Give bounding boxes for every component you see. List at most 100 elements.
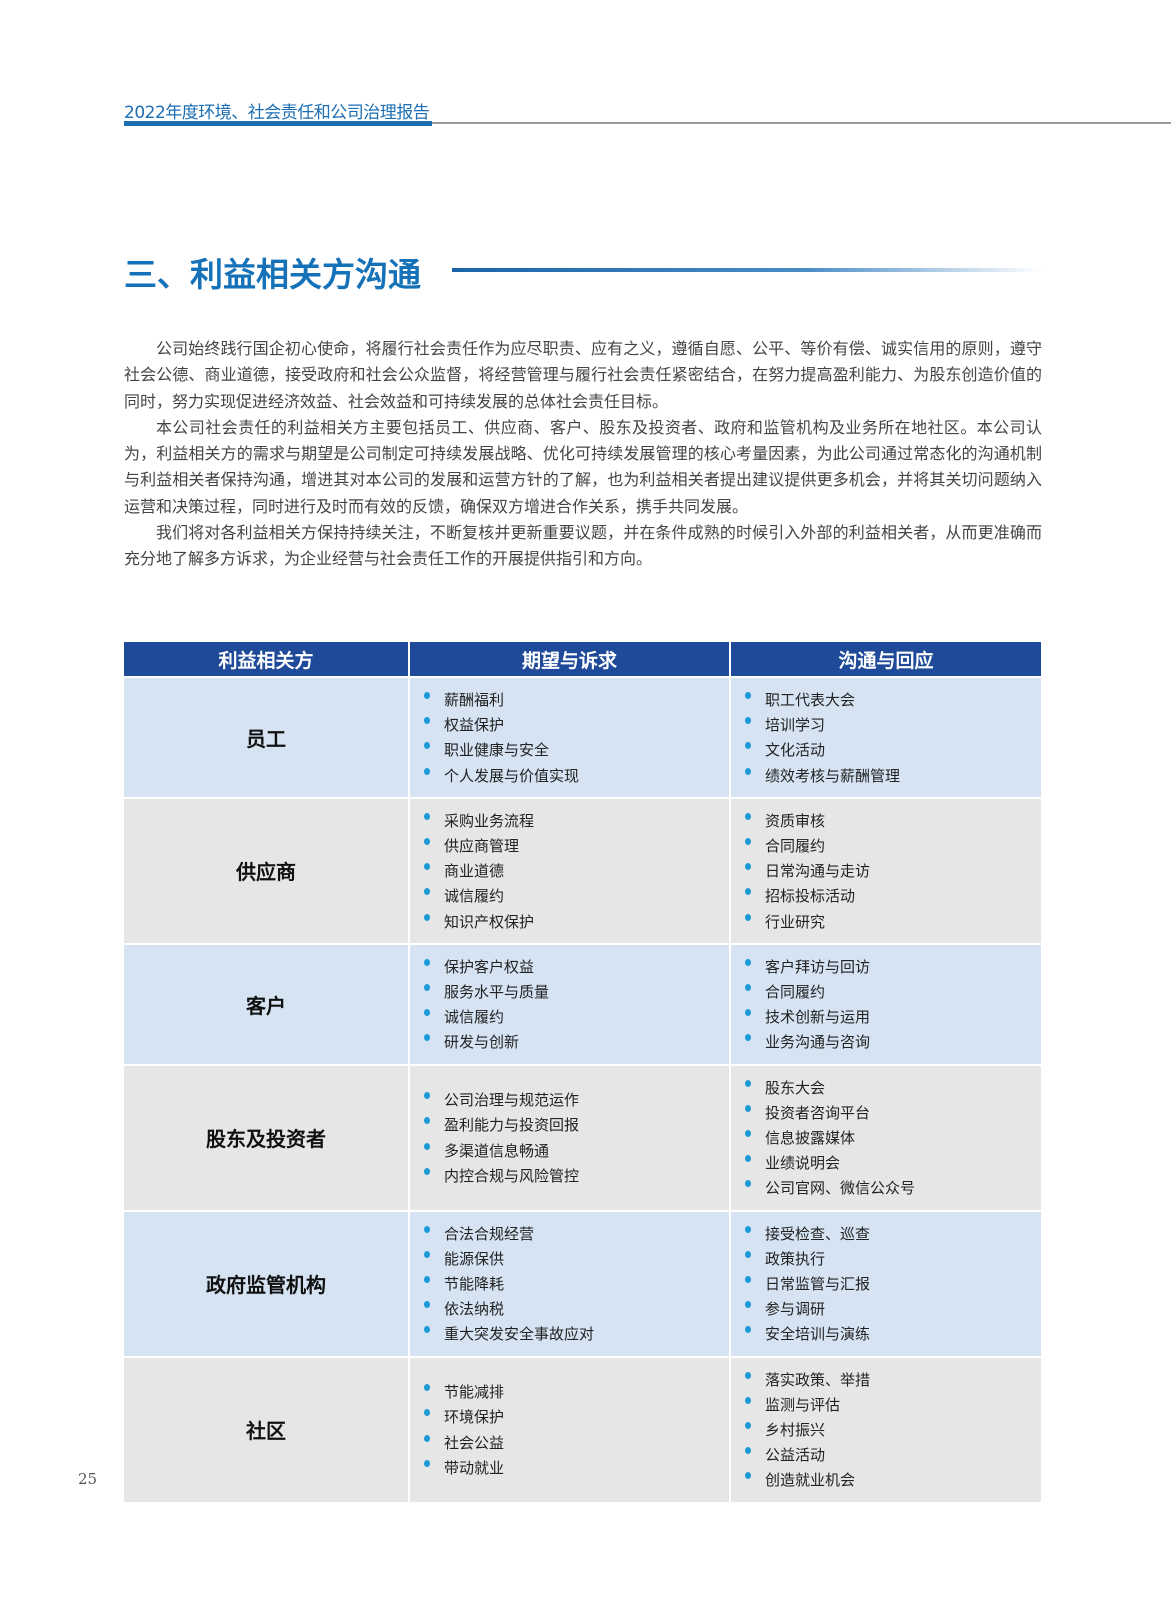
expectations-cell: 合法合规经营 能源保供 节能降耗 依法纳税 重大突发安全事故应对 (409, 1209, 731, 1357)
list-item: 业务沟通与咨询 (745, 1030, 1041, 1055)
list-item: 信息披露媒体 (745, 1126, 1041, 1151)
stakeholder-name: 政府监管机构 (124, 1209, 410, 1357)
table-header-row: 利益相关方 期望与诉求 沟通与回应 (124, 642, 1041, 677)
stakeholder-name: 员工 (124, 676, 410, 798)
list-item: 合法合规经营 (424, 1222, 729, 1247)
list-item: 重大突发安全事故应对 (424, 1322, 729, 1347)
header-divider (124, 122, 1171, 124)
responses-cell: 股东大会 投资者咨询平台 信息披露媒体 业绩说明会 公司官网、微信公众号 (730, 1063, 1041, 1211)
report-header-title: 2022年度环境、社会责任和公司治理报告 (124, 103, 430, 123)
list-item: 政策执行 (745, 1247, 1041, 1272)
table-row: 供应商 采购业务流程 供应商管理 商业道德 诚信履约 知识产权保护 资质审核 合同履约 日常沟通… (124, 796, 1041, 944)
list-item: 多渠道信息畅通 (424, 1139, 729, 1164)
list-item: 参与调研 (745, 1297, 1041, 1322)
responses-cell: 职工代表大会 培训学习 文化活动 绩效考核与薪酬管理 (730, 676, 1041, 798)
expectations-list: 节能减排 环境保护 社会公益 带动就业 (410, 1370, 729, 1489)
paragraph: 我们将对各利益相关方保持持续关注，不断复核并更新重要议题，并在条件成熟的时候引入… (124, 523, 1042, 569)
body-text: 公司始终践行国企初心使命，将履行社会责任作为应尽职责、应有之义，遵循自愿、公平、… (124, 336, 1042, 573)
expectations-cell: 保护客户权益 服务水平与质量 诚信履约 研发与创新 (409, 942, 731, 1065)
list-item: 盈利能力与投资回报 (424, 1113, 729, 1138)
expectations-cell: 公司治理与规范运作 盈利能力与投资回报 多渠道信息畅通 内控合规与风险管控 (409, 1063, 731, 1211)
list-item: 服务水平与质量 (424, 980, 729, 1005)
list-item: 商业道德 (424, 859, 729, 884)
responses-list: 股东大会 投资者咨询平台 信息披露媒体 业绩说明会 公司官网、微信公众号 (731, 1066, 1041, 1210)
stakeholder-table: 利益相关方 期望与诉求 沟通与回应 员工 薪酬福利 权益保护 职业健康与安全 个人发展与… (124, 642, 1041, 1502)
list-item: 资质审核 (745, 809, 1041, 834)
list-item: 保护客户权益 (424, 955, 729, 980)
header-accent-bar (124, 121, 432, 126)
expectations-list: 保护客户权益 服务水平与质量 诚信履约 研发与创新 (410, 945, 729, 1064)
list-item: 股东大会 (745, 1076, 1041, 1101)
list-item: 监测与评估 (745, 1393, 1041, 1418)
column-header: 期望与诉求 (409, 642, 731, 677)
list-item: 培训学习 (745, 713, 1041, 738)
column-header: 沟通与回应 (730, 642, 1041, 677)
responses-cell: 资质审核 合同履约 日常沟通与走访 招标投标活动 行业研究 (730, 796, 1041, 944)
responses-list: 资质审核 合同履约 日常沟通与走访 招标投标活动 行业研究 (731, 799, 1041, 943)
paragraph: 公司始终践行国企初心使命，将履行社会责任作为应尽职责、应有之义，遵循自愿、公平、… (124, 339, 1042, 411)
stakeholder-name: 股东及投资者 (124, 1063, 410, 1211)
page-number: 25 (78, 1470, 98, 1488)
table-row: 客户 保护客户权益 服务水平与质量 诚信履约 研发与创新 客户拜访与回访 合同履约 技术创新与… (124, 942, 1041, 1065)
list-item: 供应商管理 (424, 834, 729, 859)
list-item: 日常沟通与走访 (745, 859, 1041, 884)
table-row: 股东及投资者 公司治理与规范运作 盈利能力与投资回报 多渠道信息畅通 内控合规与风险管控… (124, 1063, 1041, 1211)
list-item: 业绩说明会 (745, 1151, 1041, 1176)
list-item: 个人发展与价值实现 (424, 764, 729, 789)
list-item: 薪酬福利 (424, 688, 729, 713)
list-item: 落实政策、举措 (745, 1368, 1041, 1393)
list-item: 带动就业 (424, 1456, 729, 1481)
list-item: 诚信履约 (424, 884, 729, 909)
stakeholder-name: 社区 (124, 1355, 410, 1502)
responses-list: 落实政策、举措 监测与评估 乡村振兴 公益活动 创造就业机会 (731, 1358, 1041, 1502)
list-item: 知识产权保护 (424, 910, 729, 935)
list-item: 能源保供 (424, 1247, 729, 1272)
list-item: 绩效考核与薪酬管理 (745, 764, 1041, 789)
list-item: 权益保护 (424, 713, 729, 738)
list-item: 客户拜访与回访 (745, 955, 1041, 980)
responses-list: 职工代表大会 培训学习 文化活动 绩效考核与薪酬管理 (731, 678, 1041, 797)
expectations-cell: 采购业务流程 供应商管理 商业道德 诚信履约 知识产权保护 (409, 796, 731, 944)
list-item: 行业研究 (745, 910, 1041, 935)
list-item: 日常监管与汇报 (745, 1272, 1041, 1297)
expectations-cell: 节能减排 环境保护 社会公益 带动就业 (409, 1355, 731, 1502)
list-item: 依法纳税 (424, 1297, 729, 1322)
list-item: 职业健康与安全 (424, 738, 729, 763)
list-item: 研发与创新 (424, 1030, 729, 1055)
expectations-list: 公司治理与规范运作 盈利能力与投资回报 多渠道信息畅通 内控合规与风险管控 (410, 1078, 729, 1197)
section-title: 三、利益相关方沟通 (124, 255, 421, 294)
column-header: 利益相关方 (124, 642, 410, 677)
list-item: 公益活动 (745, 1443, 1041, 1468)
stakeholder-name: 客户 (124, 942, 410, 1065)
responses-cell: 客户拜访与回访 合同履约 技术创新与运用 业务沟通与咨询 (730, 942, 1041, 1065)
list-item: 节能降耗 (424, 1272, 729, 1297)
list-item: 公司官网、微信公众号 (745, 1176, 1041, 1201)
responses-cell: 接受检查、巡查 政策执行 日常监管与汇报 参与调研 安全培训与演练 (730, 1209, 1041, 1357)
list-item: 合同履约 (745, 834, 1041, 859)
list-item: 乡村振兴 (745, 1418, 1041, 1443)
list-item: 采购业务流程 (424, 809, 729, 834)
table-row: 员工 薪酬福利 权益保护 职业健康与安全 个人发展与价值实现 职工代表大会 培训学习 文化活动… (124, 676, 1041, 798)
list-item: 社会公益 (424, 1431, 729, 1456)
list-item: 技术创新与运用 (745, 1005, 1041, 1030)
list-item: 公司治理与规范运作 (424, 1088, 729, 1113)
expectations-list: 薪酬福利 权益保护 职业健康与安全 个人发展与价值实现 (410, 678, 729, 797)
list-item: 职工代表大会 (745, 688, 1041, 713)
list-item: 内控合规与风险管控 (424, 1164, 729, 1189)
responses-cell: 落实政策、举措 监测与评估 乡村振兴 公益活动 创造就业机会 (730, 1355, 1041, 1502)
paragraph: 本公司社会责任的利益相关方主要包括员工、供应商、客户、股东及投资者、政府和监管机… (124, 417, 1042, 516)
list-item: 投资者咨询平台 (745, 1101, 1041, 1126)
list-item: 诚信履约 (424, 1005, 729, 1030)
list-item: 环境保护 (424, 1405, 729, 1430)
list-item: 安全培训与演练 (745, 1322, 1041, 1347)
table-row: 政府监管机构 合法合规经营 能源保供 节能降耗 依法纳税 重大突发安全事故应对 接受检查、巡… (124, 1209, 1041, 1357)
expectations-cell: 薪酬福利 权益保护 职业健康与安全 个人发展与价值实现 (409, 676, 731, 798)
expectations-list: 采购业务流程 供应商管理 商业道德 诚信履约 知识产权保护 (410, 799, 729, 943)
list-item: 招标投标活动 (745, 884, 1041, 909)
stakeholder-name: 供应商 (124, 796, 410, 944)
responses-list: 客户拜访与回访 合同履约 技术创新与运用 业务沟通与咨询 (731, 945, 1041, 1064)
title-decorative-line (452, 268, 1042, 272)
list-item: 创造就业机会 (745, 1468, 1041, 1493)
responses-list: 接受检查、巡查 政策执行 日常监管与汇报 参与调研 安全培训与演练 (731, 1212, 1041, 1356)
expectations-list: 合法合规经营 能源保供 节能降耗 依法纳税 重大突发安全事故应对 (410, 1212, 729, 1356)
